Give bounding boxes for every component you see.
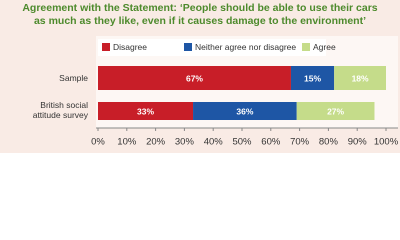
- bar: [98, 102, 194, 120]
- value-label: 15%: [304, 73, 321, 83]
- x-tick-label: 90%: [348, 137, 368, 148]
- legend-label: Neither agree nor disagree: [195, 42, 296, 52]
- x-tick-label: 20%: [146, 137, 166, 148]
- value-label: 33%: [137, 106, 154, 116]
- x-tick-label: 70%: [290, 137, 310, 148]
- bar: [334, 66, 386, 90]
- x-tick-label: 100%: [374, 137, 399, 148]
- bar: [296, 102, 375, 120]
- x-tick-label: 0%: [91, 137, 105, 148]
- value-label: 27%: [327, 106, 344, 116]
- chart: Agreement with the Statement: ‘People sh…: [0, 0, 400, 153]
- x-tick-label: 30%: [175, 137, 195, 148]
- bar: [290, 66, 335, 90]
- legend-swatch: [184, 43, 192, 51]
- bar: [193, 102, 297, 120]
- legend-swatch: [302, 43, 310, 51]
- y-tick-label: British social attitude survey: [32, 100, 88, 120]
- x-tick-label: 80%: [319, 137, 339, 148]
- x-tick-label: 10%: [117, 137, 137, 148]
- value-label: 36%: [236, 106, 253, 116]
- x-tick-label: 60%: [261, 137, 281, 148]
- bar: [98, 66, 291, 90]
- x-tick-label: 50%: [232, 137, 252, 148]
- legend-label: Agree: [313, 42, 336, 52]
- chart-title: as much as they like, even if it causes …: [33, 15, 367, 27]
- value-label: 18%: [352, 73, 369, 83]
- legend-label: Disagree: [113, 42, 147, 52]
- legend-box: [98, 39, 326, 56]
- legend-swatch: [102, 43, 110, 51]
- x-tick-label: 40%: [204, 137, 224, 148]
- y-tick-label: Sample: [59, 73, 88, 83]
- chart-title: Agreement with the Statement: ‘People sh…: [22, 2, 378, 14]
- plot: 0% 10% 20% 30% 40% 50% 60% 70% 80% 90% 100% Disagre…: [91, 36, 399, 148]
- value-label: 67%: [186, 73, 203, 83]
